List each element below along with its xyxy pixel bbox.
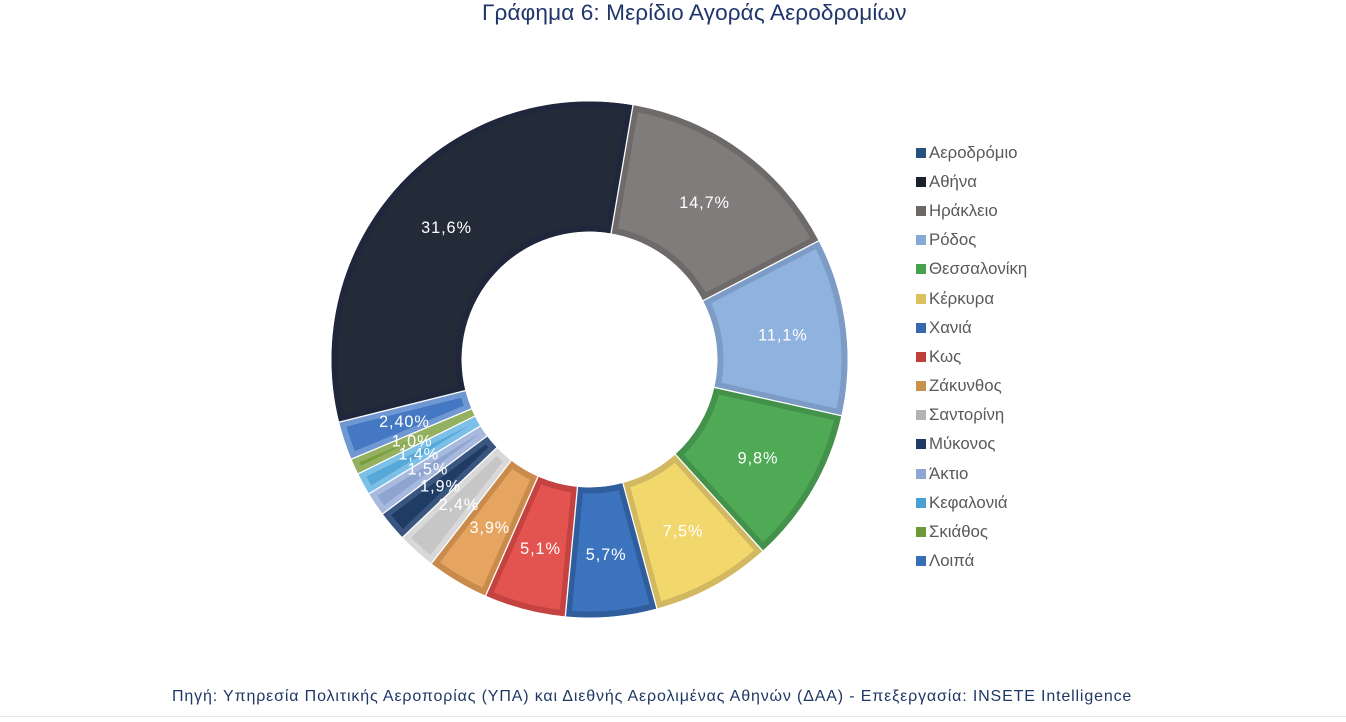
svg-text:2,4%: 2,4%: [438, 496, 479, 514]
svg-text:14,7%: 14,7%: [679, 194, 730, 212]
svg-text:1,5%: 1,5%: [408, 461, 449, 479]
svg-text:1,4%: 1,4%: [398, 446, 439, 464]
svg-text:5,1%: 5,1%: [520, 540, 561, 558]
svg-text:2,40%: 2,40%: [379, 413, 430, 431]
svg-text:1,0%: 1,0%: [392, 432, 433, 450]
svg-text:5,7%: 5,7%: [586, 546, 627, 564]
svg-text:1,9%: 1,9%: [420, 477, 461, 495]
svg-text:7,5%: 7,5%: [663, 523, 704, 541]
svg-text:11,1%: 11,1%: [758, 326, 807, 344]
svg-text:9,8%: 9,8%: [738, 450, 779, 468]
svg-text:31,6%: 31,6%: [421, 219, 472, 237]
svg-text:3,9%: 3,9%: [469, 519, 510, 537]
